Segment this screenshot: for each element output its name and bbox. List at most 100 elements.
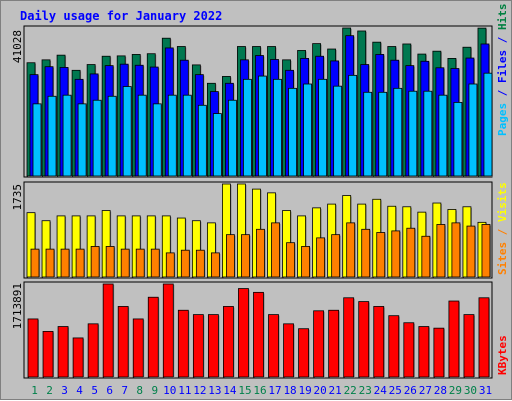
kbytes-bar-27 xyxy=(418,326,430,378)
sites-bar-10 xyxy=(165,252,175,278)
pages-bar-31 xyxy=(483,72,493,177)
sites-bar-2 xyxy=(45,248,55,278)
x-label-7: 7 xyxy=(121,384,128,397)
sites-bar-19 xyxy=(301,246,310,278)
pages-bar-7 xyxy=(122,86,132,177)
kbytes-bar-24 xyxy=(373,306,385,378)
x-label-29: 29 xyxy=(449,384,462,397)
x-label-25: 25 xyxy=(389,384,402,397)
legend-top: Pages / Files / Hits xyxy=(496,4,509,137)
x-label-10: 10 xyxy=(163,384,176,397)
x-label-26: 26 xyxy=(404,384,417,397)
kbytes-bar-23 xyxy=(358,301,370,378)
sites-bar-5 xyxy=(90,246,100,278)
bottom-max-label: 1713891 xyxy=(11,283,24,329)
sites-bar-1 xyxy=(30,248,40,278)
sites-bar-15 xyxy=(241,234,250,278)
sites-bar-13 xyxy=(210,252,220,278)
x-label-1: 1 xyxy=(31,384,38,397)
pages-bar-25 xyxy=(393,87,403,177)
sites-bar-12 xyxy=(195,249,205,278)
sites-bar-29 xyxy=(451,222,461,278)
kbytes-bar-29 xyxy=(448,300,460,378)
legend-middle-part-0: Sites xyxy=(496,242,509,275)
kbytes-bar-5 xyxy=(87,323,99,378)
kbytes-bar-22 xyxy=(343,297,355,378)
sites-bar-26 xyxy=(406,227,416,278)
kbytes-bar-6 xyxy=(102,283,114,378)
x-label-28: 28 xyxy=(434,384,447,397)
sites-bar-6 xyxy=(105,246,115,278)
pages-bar-8 xyxy=(137,94,147,177)
pages-bar-10 xyxy=(167,94,177,177)
sites-bar-20 xyxy=(316,237,326,278)
bars-top xyxy=(26,27,493,178)
kbytes-bar-11 xyxy=(177,309,189,378)
kbytes-bar-15 xyxy=(238,288,249,378)
sites-bar-16 xyxy=(256,228,265,278)
bars-middle xyxy=(26,183,491,278)
kbytes-bar-28 xyxy=(433,327,445,378)
pages-bar-11 xyxy=(182,94,192,177)
sites-bar-23 xyxy=(361,228,371,278)
x-label-5: 5 xyxy=(91,384,98,397)
x-label-3: 3 xyxy=(61,384,68,397)
x-label-31: 31 xyxy=(479,384,492,397)
sites-bar-7 xyxy=(120,248,130,278)
x-label-30: 30 xyxy=(464,384,477,397)
pages-bar-19 xyxy=(303,83,312,177)
x-label-17: 17 xyxy=(268,384,281,397)
kbytes-bar-18 xyxy=(283,323,294,378)
pages-bar-2 xyxy=(47,95,57,177)
x-label-12: 12 xyxy=(193,384,206,397)
x-label-22: 22 xyxy=(344,384,357,397)
x-label-8: 8 xyxy=(136,384,143,397)
sites-bar-24 xyxy=(376,232,386,278)
kbytes-bar-2 xyxy=(42,331,54,378)
kbytes-bar-4 xyxy=(72,337,84,378)
middle-max-label: 1735 xyxy=(11,184,24,211)
pages-bar-1 xyxy=(32,103,42,177)
x-axis-labels: 1 2 3 4 5 6 7 8 9 10 11 12 13 14 15 16 17 18 19 20 21 22 23 24 2… xyxy=(31,384,492,397)
sites-bar-31 xyxy=(481,224,491,278)
x-label-6: 6 xyxy=(106,384,113,397)
pages-bar-22 xyxy=(348,74,358,177)
pages-bar-30 xyxy=(468,83,478,177)
pages-bar-16 xyxy=(258,75,267,177)
x-label-9: 9 xyxy=(151,384,158,397)
sites-bar-22 xyxy=(346,222,356,278)
sites-bar-3 xyxy=(60,248,70,278)
pages-bar-15 xyxy=(243,78,252,177)
x-label-13: 13 xyxy=(208,384,221,397)
sites-bar-9 xyxy=(150,248,160,278)
sites-bar-21 xyxy=(331,234,341,278)
legend-top-part-1: / xyxy=(496,83,509,103)
pages-bar-12 xyxy=(197,104,207,177)
legend-top-part-3: / xyxy=(496,30,509,50)
pages-bar-21 xyxy=(333,85,343,177)
pages-bar-6 xyxy=(107,95,117,177)
x-label-21: 21 xyxy=(329,384,342,397)
legend-middle: Sites / Visits xyxy=(496,182,509,275)
sites-bar-25 xyxy=(391,230,401,278)
kbytes-bar-8 xyxy=(132,318,144,378)
kbytes-bar-14 xyxy=(223,306,234,378)
kbytes-bar-1 xyxy=(27,318,39,378)
x-label-14: 14 xyxy=(223,384,237,397)
kbytes-bar-16 xyxy=(253,291,264,378)
legend-middle-part-2: Visits xyxy=(496,182,509,222)
pages-bar-23 xyxy=(363,91,373,177)
kbytes-bar-21 xyxy=(328,309,340,378)
pages-bar-9 xyxy=(152,103,162,177)
pages-bar-20 xyxy=(318,78,328,177)
pages-bar-13 xyxy=(212,113,222,177)
legend-bottom: KBytes xyxy=(496,335,509,375)
pages-bar-3 xyxy=(62,94,72,177)
top-max-label: 41028 xyxy=(11,30,24,63)
sites-bar-27 xyxy=(421,235,431,278)
kbytes-bar-13 xyxy=(207,314,219,378)
legend-top-part-2: Files xyxy=(496,50,509,83)
pages-bar-18 xyxy=(288,87,297,177)
